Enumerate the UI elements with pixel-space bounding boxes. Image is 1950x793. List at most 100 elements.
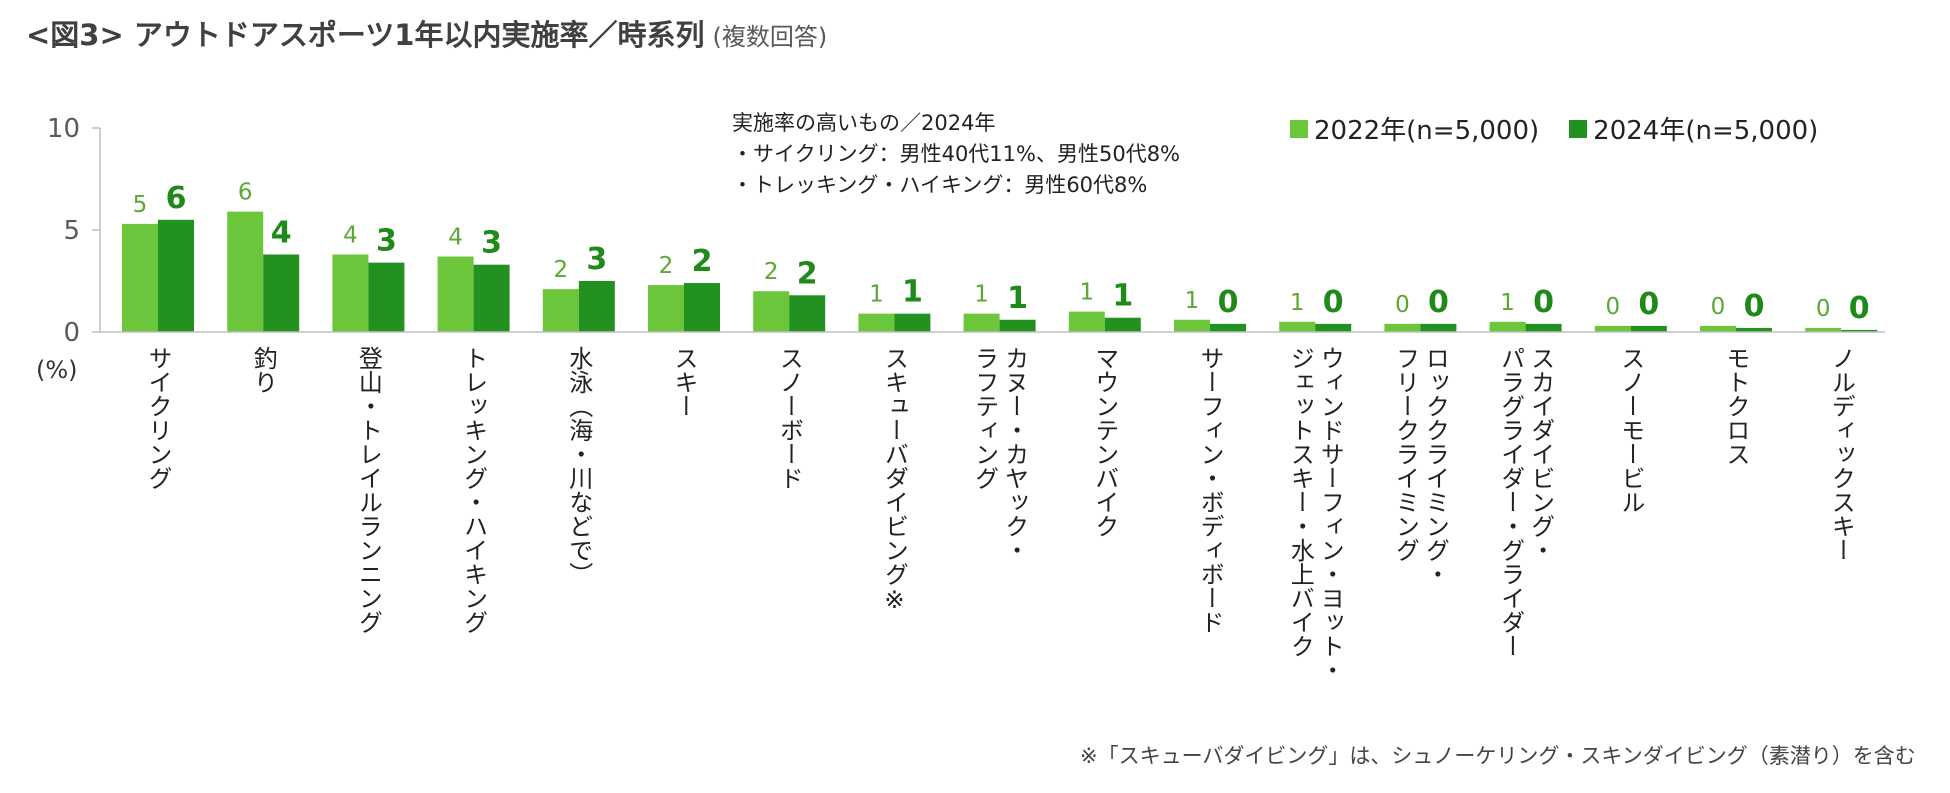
bar-2022	[542, 289, 579, 332]
bar-2022	[1594, 325, 1631, 332]
x-category-label: 登山・トレイルランニング	[354, 346, 382, 634]
data-label-2022: 1	[1500, 290, 1515, 316]
legend-swatch-2024	[1569, 119, 1588, 138]
data-label-2024: 0	[1744, 289, 1765, 324]
bar-2022	[1384, 323, 1421, 332]
data-label-2022: 1	[1290, 290, 1305, 316]
y-unit-label: (%)	[36, 356, 78, 384]
bar-2024	[789, 295, 826, 332]
bar-2022	[1489, 321, 1526, 332]
bar-2022	[122, 223, 158, 332]
bar-2022	[858, 313, 895, 332]
y-tick-label: 0	[63, 318, 80, 348]
data-label-2024: 2	[797, 256, 818, 291]
bar-2022	[648, 285, 684, 332]
data-label-2022: 0	[1395, 292, 1410, 318]
legend-label-2022: 2022年(n=5,000)	[1314, 116, 1540, 146]
x-category-label: スノーモービル	[1617, 346, 1645, 514]
bar-2024	[263, 254, 300, 332]
data-label-2022: 1	[974, 282, 989, 308]
x-category-label: スノーボード	[775, 346, 803, 490]
x-category-label: マウンテンバイク	[1091, 346, 1119, 538]
chart-legend: 2022年(n=5,000) 2024年(n=5,000)	[1290, 110, 1848, 147]
annotation-line: ・サイクリング：男性40代11%、男性50代8%	[732, 142, 1181, 166]
annotation-line: ・トレッキング・ハイキング：男性60代8%	[732, 173, 1148, 197]
data-label-2022: 4	[448, 225, 463, 251]
bar-2024	[1315, 323, 1352, 332]
y-tick-label: 10	[47, 114, 80, 144]
y-tick-label: 5	[63, 216, 80, 246]
data-label-2024: 3	[586, 242, 607, 277]
legend-item-2022: 2022年(n=5,000)	[1290, 110, 1539, 147]
bar-2022	[1279, 321, 1316, 332]
x-category-label: モトクロス	[1722, 346, 1750, 466]
x-category-label: トレッキング・ハイキング	[460, 346, 488, 634]
page-title: <図3> アウトドアスポーツ1年以内実施率／時系列 (複数回答)	[26, 12, 827, 54]
bar-2024	[1525, 323, 1562, 332]
bar-2024	[999, 319, 1036, 332]
bar-2024	[1630, 325, 1667, 332]
annotation-box: 実施率の高いもの／2024年 ・サイクリング：男性40代11%、男性50代8% …	[732, 108, 1180, 201]
data-label-2022: 1	[869, 282, 884, 308]
x-category-label: ロッククライミング・	[1421, 346, 1449, 586]
x-category-label: スカイダイビング・	[1527, 346, 1555, 562]
legend-swatch-2022	[1290, 119, 1308, 138]
data-label-2024: 6	[166, 181, 187, 216]
data-label-2022: 2	[764, 259, 779, 285]
bar-2022	[1805, 327, 1842, 332]
data-label-2024: 2	[692, 244, 713, 279]
data-label-2022: 1	[1185, 288, 1200, 314]
title-text: <図3> アウトドアスポーツ1年以内実施率／時系列	[26, 18, 705, 52]
data-label-2022: 2	[553, 257, 568, 283]
data-label-2022: 0	[1711, 294, 1726, 320]
data-label-2024: 0	[1218, 285, 1239, 320]
bar-2022	[1700, 325, 1736, 332]
x-category-label: パラグライダー・グライダー	[1497, 346, 1525, 658]
bar-2024	[1841, 329, 1878, 332]
bar-2024	[473, 264, 510, 332]
bar-2024	[684, 283, 720, 332]
x-category-label: サイクリング	[144, 346, 172, 490]
footnote: ※「スキューバダイビング」は、シュノーケリング・スキンダイビング（素潜り）を含む	[1080, 744, 1916, 768]
bar-2024	[368, 262, 405, 332]
x-category-label: サーフィン・ボディボード	[1196, 346, 1224, 634]
data-label-2024: 3	[481, 226, 502, 261]
data-label-2022: 6	[238, 180, 253, 206]
data-label-2022: 0	[1605, 294, 1620, 320]
bar-2024	[1736, 327, 1772, 332]
bar-2024	[894, 313, 931, 332]
x-category-label: フリークライミング	[1391, 346, 1419, 562]
data-label-2022: 4	[343, 222, 358, 248]
data-label-2024: 1	[1112, 279, 1133, 314]
data-label-2024: 1	[902, 275, 923, 310]
bar-2022	[1068, 311, 1105, 332]
x-category-label: ノルディックスキー	[1827, 346, 1855, 562]
data-label-2024: 0	[1638, 287, 1659, 322]
x-category-label: 水泳（海・川などで）	[565, 346, 593, 586]
bar-2024	[1210, 323, 1246, 332]
bar-2022	[227, 211, 264, 332]
data-label-2022: 0	[1816, 296, 1831, 322]
x-category-label: スキー	[670, 346, 698, 418]
x-category-label: 釣り	[249, 346, 277, 394]
bar-2024	[158, 219, 194, 332]
bar-2024	[1420, 323, 1457, 332]
x-category-label: ジェットスキー・水上バイク	[1286, 346, 1314, 658]
bar-2022	[963, 313, 1000, 332]
bar-2024	[1104, 317, 1141, 332]
x-category-label: ウィンドサーフィン・ヨット・	[1316, 346, 1344, 682]
bar-2022	[753, 291, 790, 332]
data-label-2022: 2	[659, 253, 674, 279]
data-label-2022: 1	[1079, 280, 1094, 306]
data-label-2024: 1	[1007, 281, 1028, 316]
legend-item-2024: 2024年(n=5,000)	[1569, 110, 1818, 147]
x-category-label: カヌー・カヤック・	[1001, 346, 1029, 562]
data-label-2024: 4	[271, 215, 292, 250]
data-label-2024: 3	[376, 224, 397, 259]
data-label-2024: 0	[1323, 285, 1344, 320]
title-subtitle: (複数回答)	[712, 23, 828, 51]
bar-2024	[578, 281, 615, 332]
data-label-2024: 0	[1428, 285, 1449, 320]
x-category-label: ラフティング	[971, 346, 999, 490]
